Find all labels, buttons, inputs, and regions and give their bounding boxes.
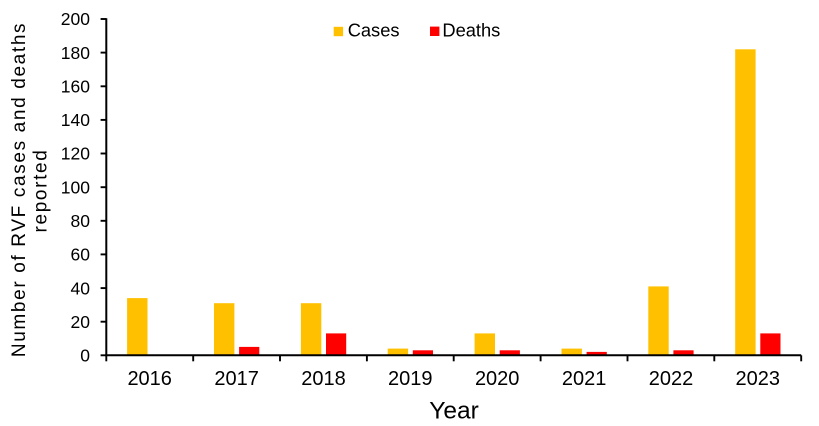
svg-text:2022: 2022 — [649, 368, 694, 390]
svg-text:2018: 2018 — [301, 368, 346, 390]
svg-text:Year: Year — [429, 398, 479, 425]
svg-text:2017: 2017 — [214, 368, 259, 390]
svg-text:2023: 2023 — [736, 368, 781, 390]
svg-text:40: 40 — [71, 278, 91, 298]
svg-text:180: 180 — [61, 43, 90, 63]
svg-text:200: 200 — [61, 9, 90, 29]
svg-text:Number of RVF cases and deaths: Number of RVF cases and deaths — [9, 22, 30, 357]
svg-text:20: 20 — [71, 312, 91, 332]
svg-text:0: 0 — [80, 346, 90, 366]
svg-text:Cases: Cases — [348, 19, 400, 40]
svg-text:60: 60 — [71, 245, 91, 265]
svg-text:2021: 2021 — [562, 368, 607, 390]
svg-text:160: 160 — [61, 77, 90, 97]
svg-text:Deaths: Deaths — [442, 19, 500, 40]
svg-text:140: 140 — [61, 110, 90, 130]
svg-text:2016: 2016 — [127, 368, 172, 390]
svg-text:120: 120 — [61, 144, 90, 164]
svg-text:100: 100 — [61, 177, 90, 197]
svg-text:reported: reported — [30, 149, 51, 233]
svg-text:2019: 2019 — [388, 368, 433, 390]
svg-text:2020: 2020 — [475, 368, 520, 390]
svg-text:80: 80 — [71, 211, 91, 231]
